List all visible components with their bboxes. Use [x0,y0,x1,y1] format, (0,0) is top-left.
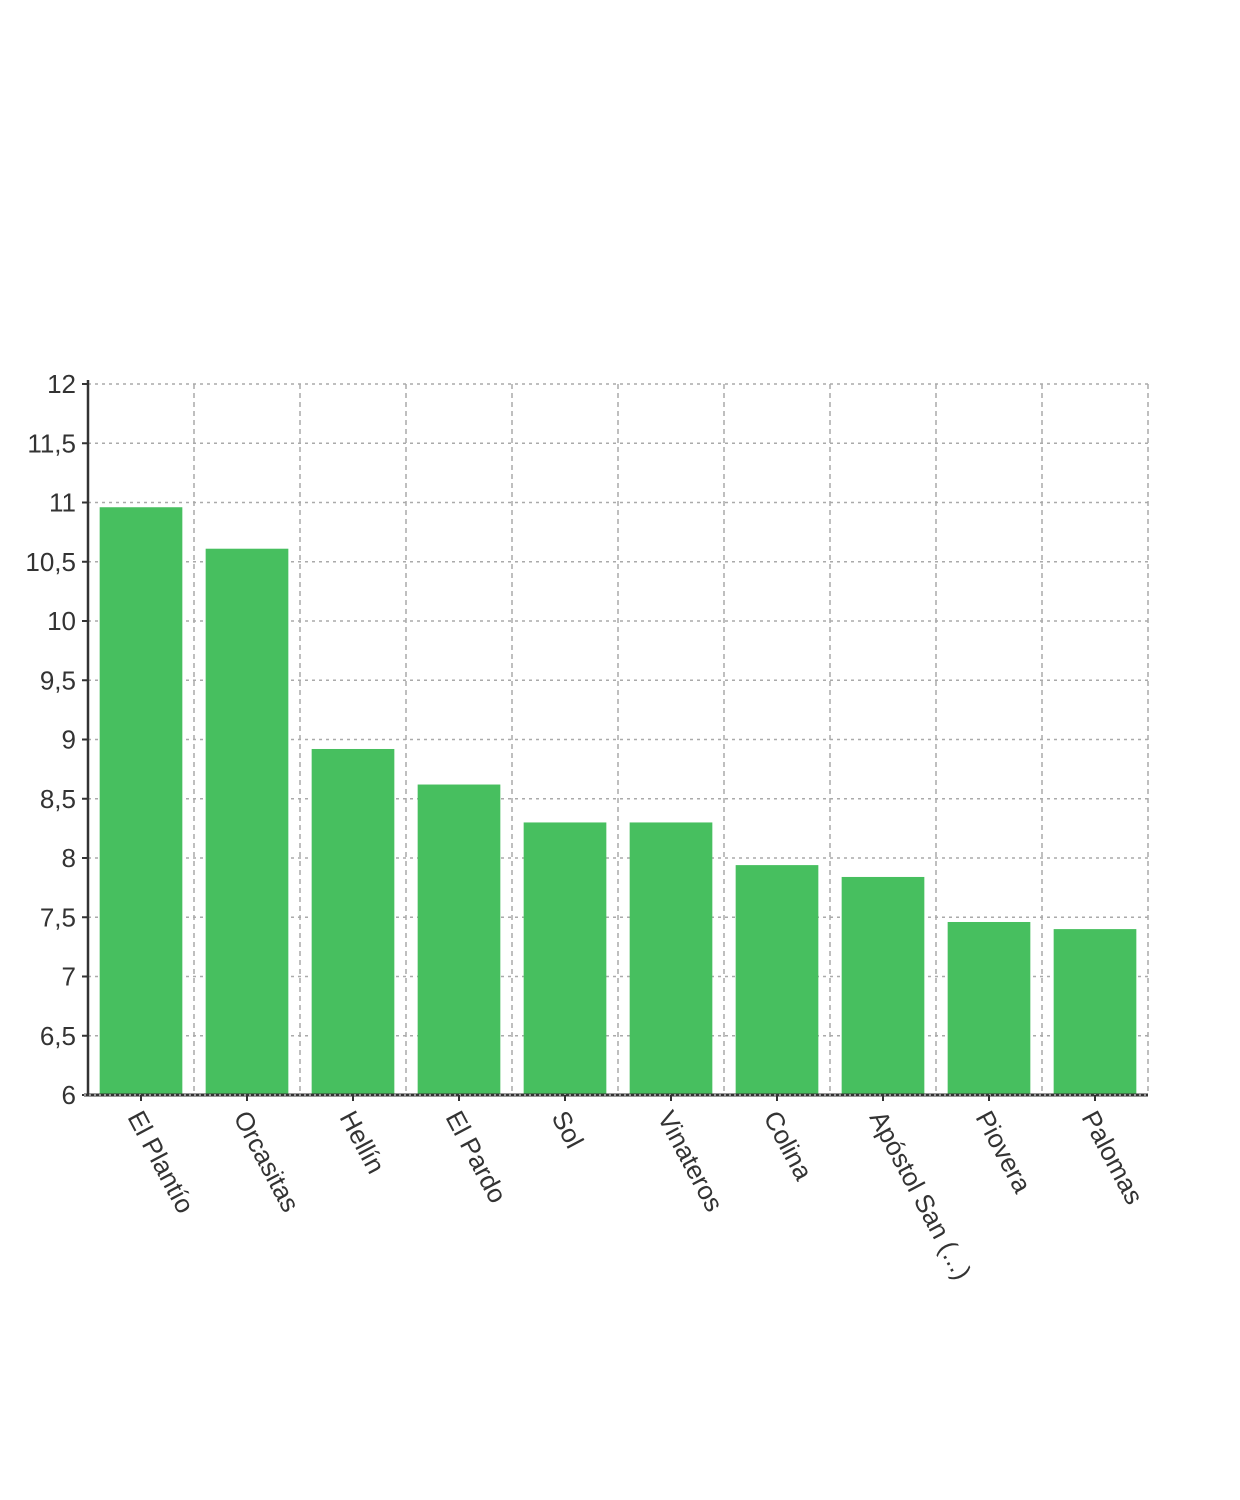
y-tick-label: 9,5 [40,665,76,695]
axes [82,380,1148,1101]
bar [205,548,289,1095]
y-tick-label: 12 [47,369,76,399]
y-tick-label: 7,5 [40,902,76,932]
x-category-label: El Pardo [440,1106,513,1208]
x-category-label: Orcasitas [228,1106,306,1217]
bar [947,921,1031,1095]
y-tick-label: 10 [47,606,76,636]
bar [841,876,925,1095]
bar [629,822,713,1095]
y-tick-label: 11,5 [27,428,76,458]
x-category-label: Apóstol San (...) [864,1106,978,1285]
y-tick-label: 8 [62,843,76,873]
x-category-label: El Plantío [122,1106,201,1218]
bars [99,507,1137,1095]
x-category-label: Colina [758,1106,819,1186]
x-category-label: Sol [546,1106,590,1153]
x-category-label: Palomas [1076,1106,1150,1209]
bar [417,784,501,1095]
x-category-label: Piovera [970,1106,1038,1198]
bar [735,865,819,1095]
y-tick-labels: 6 6,5 7 7,5 8 8,5 9 9,5 10 10,5 11 11,5 12 [25,369,76,1110]
y-tick-label: 11 [49,488,76,518]
y-tick-label: 6 [62,1080,76,1110]
bar [99,507,183,1095]
x-category-label: Vinateros [652,1106,730,1217]
x-category-label: Hellín [334,1106,392,1179]
bar [523,822,607,1095]
x-category-labels: El Plantío Orcasitas Hellín El Pardo Sol Vina… [122,1106,1150,1285]
y-tick-label: 8,5 [40,784,76,814]
y-tick-label: 6,5 [40,1021,76,1051]
bar [311,748,395,1095]
bar [1053,929,1137,1095]
y-tick-label: 9 [62,725,76,755]
y-tick-label: 10,5 [25,547,76,577]
y-tick-label: 7 [62,962,76,992]
